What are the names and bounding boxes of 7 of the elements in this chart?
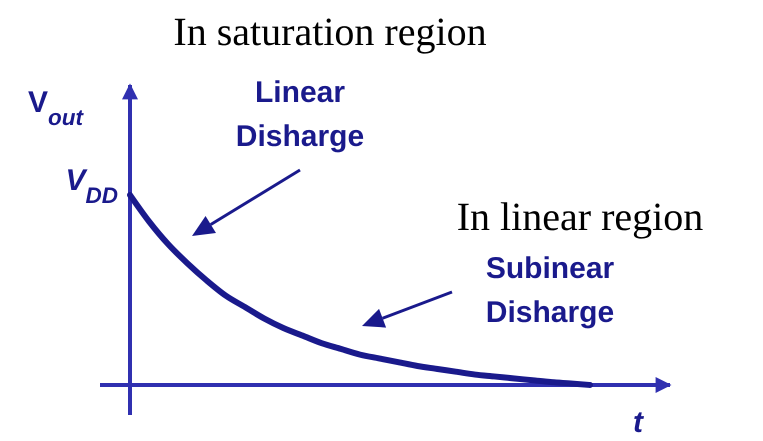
chart-title: In saturation region [173,9,487,54]
annotation: Subinear Disharge [486,252,614,329]
annotation: In linear region [456,194,704,239]
y-axis-title: V$_{out}$ [28,86,85,130]
x-axis-title: t [633,406,645,439]
text: V$_{DD}$ [65,164,118,208]
text: Linear Disharge [236,76,364,153]
